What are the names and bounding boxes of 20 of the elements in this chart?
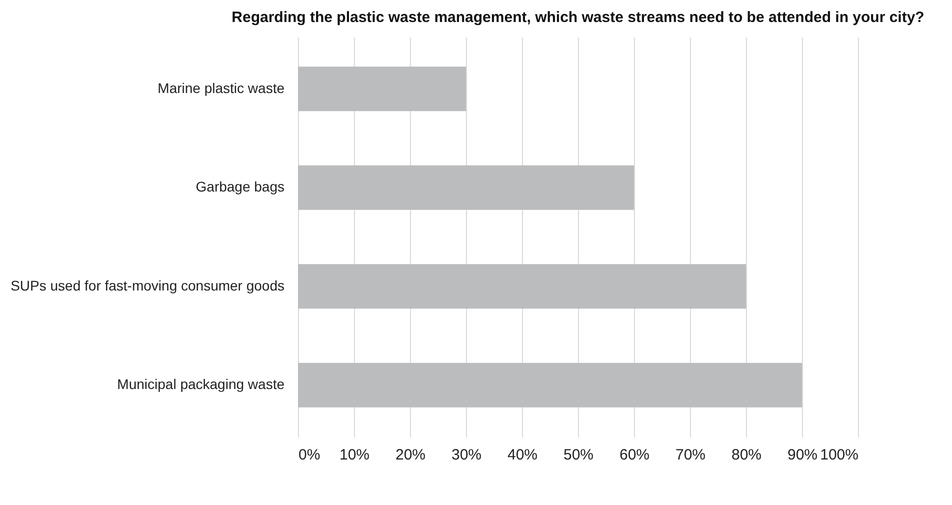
x-tick-label: 20%	[395, 446, 426, 464]
y-tick-label: Marine plastic waste	[158, 80, 285, 96]
x-tick-label: 90%	[787, 446, 818, 464]
y-tick-label: SUPs used for fast-moving consumer goods	[10, 277, 284, 294]
x-tick-label: 80%	[731, 446, 762, 464]
x-tick-label: 40%	[507, 446, 538, 464]
bar	[298, 66, 466, 112]
x-tick-label: 70%	[675, 446, 706, 464]
chart-title: Regarding the plastic waste management, which waste streams need to be attended in your city?	[232, 9, 924, 26]
bar	[298, 264, 746, 309]
x-tick-label: 100%	[820, 446, 858, 464]
x-tick-label: 60%	[619, 446, 650, 464]
y-tick-label: Municipal packaging waste	[117, 376, 285, 392]
x-tick-label: 30%	[451, 446, 482, 464]
x-tick-label: 0%	[298, 446, 320, 464]
bar	[298, 165, 634, 210]
x-tick-label: 50%	[563, 446, 594, 464]
x-tick-label: 10%	[339, 446, 370, 464]
bar	[298, 362, 802, 408]
y-tick-label: Garbage bags	[196, 178, 284, 195]
